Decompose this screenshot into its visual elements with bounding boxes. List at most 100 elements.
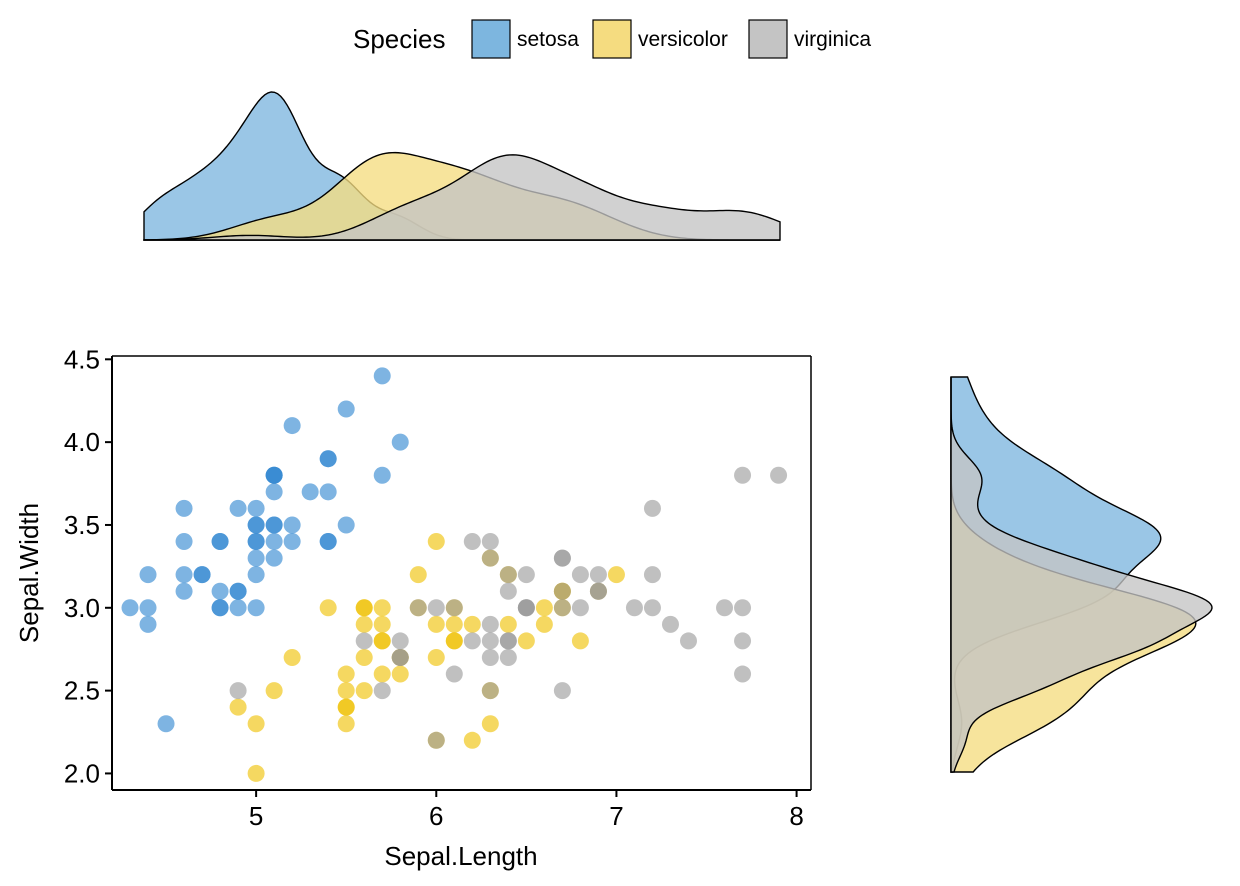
point-setosa [265,466,283,484]
legend-title: Species [353,24,446,54]
point-versicolor [247,715,265,733]
point-setosa [283,533,301,551]
point-virginica [589,582,607,600]
top-marginal-density-plot [143,91,781,241]
point-versicolor [463,731,481,749]
point-versicolor [445,632,463,650]
point-setosa [175,566,193,584]
y-tick-label: 3.5 [64,510,100,540]
point-setosa [247,549,265,567]
point-setosa [373,367,391,385]
x-axis-label: Sepal.Length [384,841,537,871]
point-virginica [409,599,427,617]
point-versicolor [373,615,391,633]
x-tick-label: 7 [609,801,623,831]
point-virginica [229,682,247,700]
point-virginica [643,599,661,617]
point-virginica [770,466,788,484]
point-virginica [553,599,571,617]
point-virginica [517,599,535,617]
point-virginica [517,566,535,584]
legend-swatch-virginica [748,19,788,59]
point-virginica [499,582,517,600]
point-setosa [211,582,229,600]
point-setosa [337,400,355,418]
point-virginica [481,533,499,551]
point-setosa [229,582,247,600]
y-tick-label: 4.0 [64,427,100,457]
point-virginica [734,665,752,683]
legend-label-setosa: setosa [517,28,579,51]
point-virginica [661,615,679,633]
point-virginica [571,566,589,584]
right-marginal-density-plot [950,376,1213,773]
point-virginica [391,632,409,650]
point-setosa [175,533,193,551]
point-versicolor [247,764,265,782]
point-setosa [247,599,265,617]
point-setosa [229,599,247,617]
point-virginica [589,566,607,584]
point-setosa [139,566,157,584]
point-virginica [643,499,661,517]
point-versicolor [337,715,355,733]
point-setosa [139,599,157,617]
point-setosa [319,483,337,501]
y-tick-label: 2.5 [64,676,100,706]
point-versicolor [499,615,517,633]
point-setosa [391,433,409,451]
point-virginica [499,566,517,584]
point-versicolor [427,648,445,666]
point-virginica [571,599,589,617]
point-virginica [625,599,643,617]
density-right-virginica [950,377,1213,773]
point-versicolor [535,615,553,633]
legend: Species setosa versicolor virginica [353,19,871,59]
y-axis-label: Sepal.Width [14,503,44,643]
point-setosa [211,599,229,617]
point-virginica [463,632,481,650]
point-versicolor [355,615,373,633]
point-versicolor [337,682,355,700]
point-versicolor [373,599,391,617]
point-virginica [481,682,499,700]
point-setosa [283,417,301,435]
point-setosa [265,533,283,551]
point-setosa [247,566,265,584]
point-virginica [643,566,661,584]
point-setosa [193,566,211,584]
point-virginica [553,549,571,567]
point-versicolor [355,682,373,700]
point-virginica [481,648,499,666]
point-virginica [734,599,752,617]
legend-label-versicolor: versicolor [638,28,728,51]
point-virginica [481,632,499,650]
point-setosa [247,516,265,534]
point-versicolor [409,566,427,584]
point-setosa [247,533,265,551]
legend-swatch-setosa [471,19,511,59]
x-tick-label: 8 [789,801,803,831]
legend-label-virginica: virginica [794,28,871,51]
point-versicolor [283,648,301,666]
legend-swatch-versicolor [592,19,632,59]
point-virginica [373,682,391,700]
x-tick-label: 5 [249,801,263,831]
point-versicolor [337,665,355,683]
y-tick-label: 4.5 [64,344,100,374]
point-virginica [427,731,445,749]
point-virginica [445,599,463,617]
axes: 5 6 7 8 2.0 2.5 3.0 3.5 4.0 4.5 [64,344,812,831]
point-versicolor [355,648,373,666]
point-versicolor [373,632,391,650]
point-setosa [265,483,283,501]
point-versicolor [337,698,355,716]
point-versicolor [517,632,535,650]
point-versicolor [229,698,247,716]
point-setosa [373,466,391,484]
point-virginica [499,648,517,666]
point-virginica [716,599,734,617]
point-setosa [301,483,319,501]
point-virginica [355,632,373,650]
y-tick-label: 2.0 [64,758,100,788]
